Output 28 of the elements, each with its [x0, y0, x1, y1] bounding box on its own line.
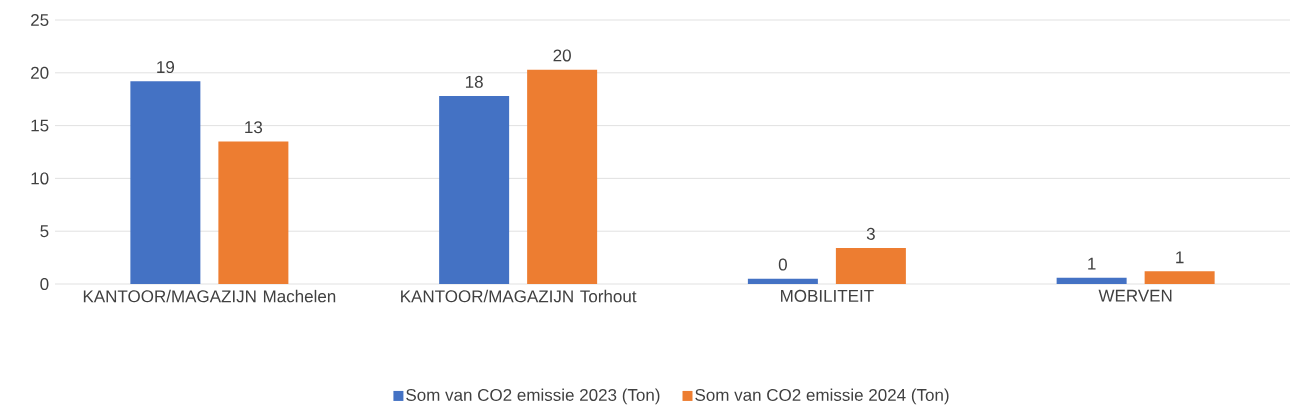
x-tick-label: KANTOOR/MAGAZIJN Torhout [401, 289, 637, 303]
bar [747, 278, 818, 284]
y-tick-label: 0 [40, 277, 49, 291]
data-label: 19 [157, 61, 175, 74]
y-tick-label: 10 [31, 172, 49, 185]
x-tick-label: WERVEN [1098, 289, 1172, 302]
data-label: 0 [778, 258, 787, 271]
data-label: 13 [245, 121, 263, 134]
bar [527, 69, 598, 284]
y-tick-label: 15 [31, 119, 49, 132]
bar [835, 248, 906, 284]
legend-label: Som van CO2 emissie 2024 (Ton) [695, 388, 949, 405]
bar [439, 96, 510, 284]
x-tick-label: MOBILITEIT [781, 289, 874, 302]
bar [1144, 271, 1215, 284]
data-label: 1 [1176, 251, 1184, 264]
data-label: 3 [866, 227, 875, 240]
data-label: 20 [553, 49, 571, 62]
data-label: 18 [465, 75, 483, 88]
x-tick-label: KANTOOR/MAGAZIJN Machelen [83, 289, 336, 303]
bar [218, 141, 289, 284]
y-tick-label: 25 [31, 13, 49, 27]
bar [130, 81, 201, 284]
legend-label: Som van CO2 emissie 2023 (Ton) [406, 388, 660, 405]
y-tick-label: 20 [31, 66, 49, 79]
data-label: 1 [1088, 257, 1096, 270]
bar [1056, 277, 1127, 284]
y-tick-label: 5 [40, 225, 49, 238]
